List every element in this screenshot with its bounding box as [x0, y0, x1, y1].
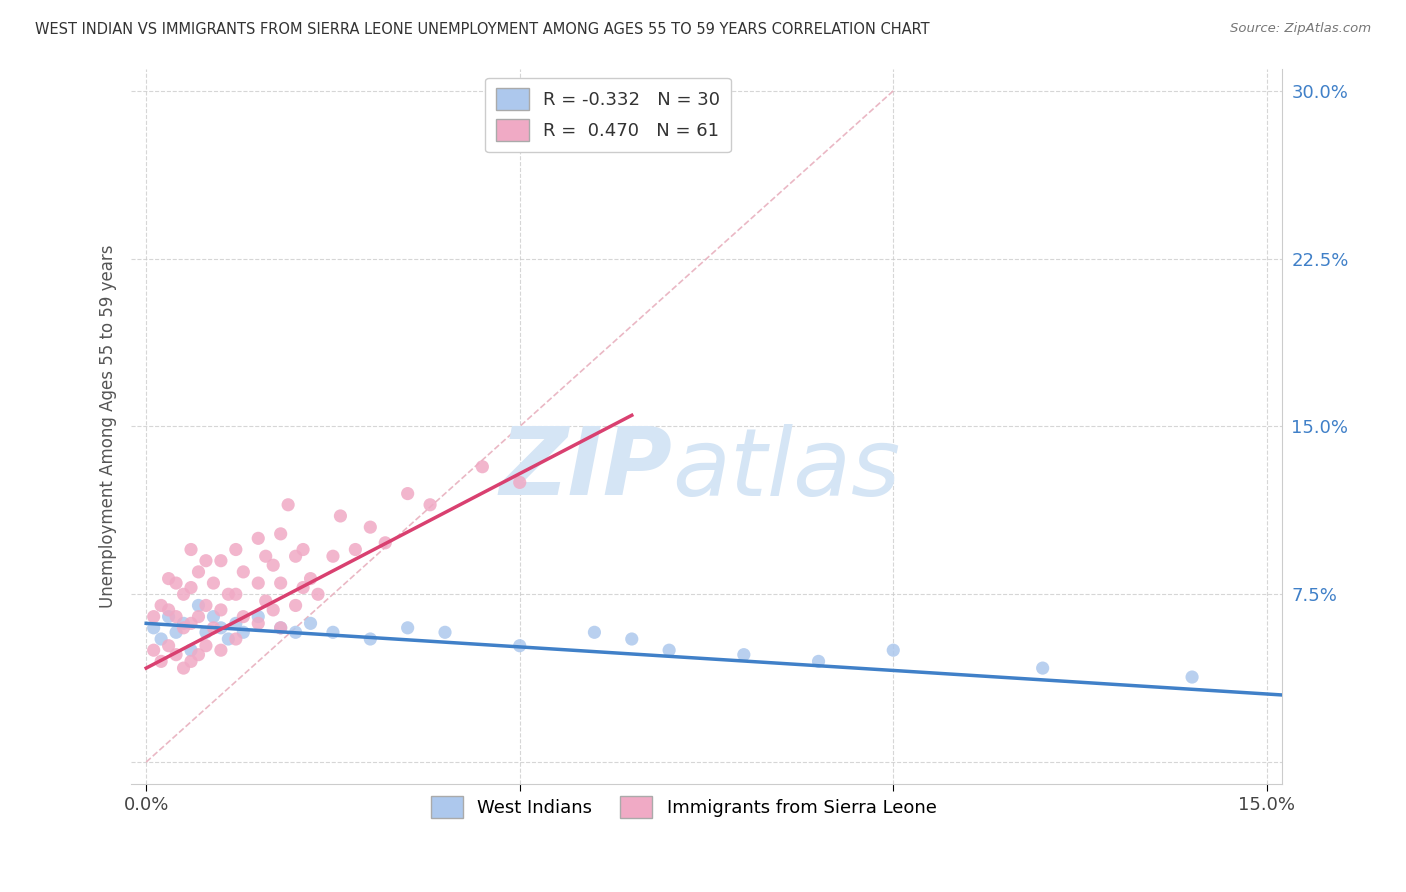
Point: [209, 554, 232, 568]
Point: [187, 565, 209, 579]
Point: [165, 609, 187, 624]
Point: [225, 616, 247, 631]
Point: [374, 536, 396, 550]
Point: [187, 648, 209, 662]
Point: [180, 616, 202, 631]
Point: [225, 587, 247, 601]
Text: WEST INDIAN VS IMMIGRANTS FROM SIERRA LEONE UNEMPLOYMENT AMONG AGES 55 TO 59 YEA: WEST INDIAN VS IMMIGRANTS FROM SIERRA LE…: [35, 22, 929, 37]
Point: [173, 661, 195, 675]
Point: [359, 632, 381, 646]
Point: [284, 625, 307, 640]
Point: [202, 621, 225, 635]
Point: [142, 621, 165, 635]
Point: [419, 498, 441, 512]
Point: [180, 654, 202, 668]
Point: [142, 609, 165, 624]
Point: [157, 572, 180, 586]
Point: [292, 542, 315, 557]
Point: [217, 587, 239, 601]
Point: [434, 625, 457, 640]
Point: [150, 599, 173, 613]
Point: [396, 486, 419, 500]
Point: [180, 542, 202, 557]
Point: [270, 621, 292, 635]
Point: [150, 654, 173, 668]
Point: [254, 549, 277, 564]
Point: [247, 576, 270, 591]
Point: [277, 498, 299, 512]
Point: [202, 576, 225, 591]
Point: [322, 549, 344, 564]
Point: [180, 643, 202, 657]
Point: [232, 625, 254, 640]
Y-axis label: Unemployment Among Ages 55 to 59 years: Unemployment Among Ages 55 to 59 years: [100, 244, 117, 608]
Point: [509, 639, 531, 653]
Point: [157, 609, 180, 624]
Point: [658, 643, 681, 657]
Point: [232, 609, 254, 624]
Point: [307, 587, 329, 601]
Point: [165, 648, 187, 662]
Point: [620, 118, 643, 132]
Point: [187, 599, 209, 613]
Point: [247, 616, 270, 631]
Point: [232, 565, 254, 579]
Legend: West Indians, Immigrants from Sierra Leone: West Indians, Immigrants from Sierra Leo…: [423, 789, 943, 825]
Point: [299, 616, 322, 631]
Point: [396, 621, 419, 635]
Point: [262, 558, 284, 573]
Point: [247, 532, 270, 546]
Point: [329, 508, 352, 523]
Point: [194, 639, 217, 653]
Point: [194, 625, 217, 640]
Point: [583, 625, 606, 640]
Text: ZIP: ZIP: [499, 424, 672, 516]
Point: [270, 576, 292, 591]
Point: [322, 625, 344, 640]
Point: [225, 542, 247, 557]
Point: [180, 581, 202, 595]
Point: [359, 520, 381, 534]
Point: [187, 609, 209, 624]
Point: [284, 599, 307, 613]
Point: [202, 609, 225, 624]
Point: [209, 643, 232, 657]
Point: [165, 625, 187, 640]
Point: [344, 542, 367, 557]
Point: [217, 632, 239, 646]
Point: [807, 654, 830, 668]
Point: [157, 603, 180, 617]
Point: [471, 459, 494, 474]
Point: [150, 632, 173, 646]
Point: [225, 632, 247, 646]
Point: [209, 603, 232, 617]
Point: [270, 526, 292, 541]
Point: [173, 616, 195, 631]
Text: Source: ZipAtlas.com: Source: ZipAtlas.com: [1230, 22, 1371, 36]
Point: [194, 599, 217, 613]
Text: atlas: atlas: [672, 424, 900, 515]
Point: [620, 632, 643, 646]
Point: [509, 475, 531, 490]
Point: [209, 621, 232, 635]
Point: [262, 603, 284, 617]
Point: [292, 581, 315, 595]
Point: [284, 549, 307, 564]
Point: [299, 572, 322, 586]
Point: [194, 554, 217, 568]
Point: [247, 609, 270, 624]
Point: [733, 648, 755, 662]
Point: [254, 594, 277, 608]
Point: [270, 621, 292, 635]
Point: [142, 643, 165, 657]
Point: [173, 587, 195, 601]
Point: [157, 639, 180, 653]
Point: [173, 621, 195, 635]
Point: [882, 643, 904, 657]
Point: [165, 576, 187, 591]
Point: [1032, 661, 1054, 675]
Point: [1181, 670, 1204, 684]
